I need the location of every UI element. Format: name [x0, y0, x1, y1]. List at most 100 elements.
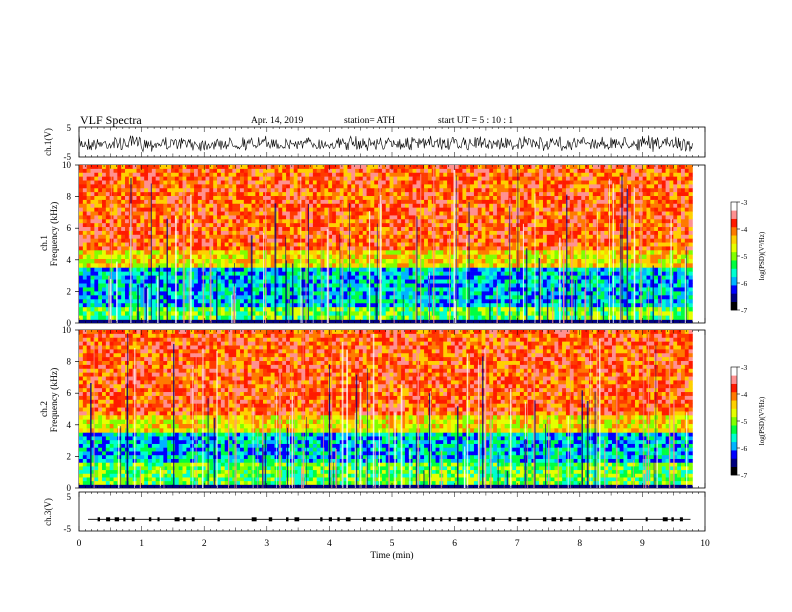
spec-cell-1-0	[627, 168, 632, 174]
spec-cell-1-0	[243, 242, 248, 247]
spec-cell-1-0	[385, 238, 390, 243]
spec-cell-1-2	[320, 271, 325, 276]
spec-cell-1-0	[600, 234, 605, 239]
spec-cell-1-0	[439, 188, 444, 193]
spec-cell-1-0	[631, 238, 636, 243]
spec-cell-1-0	[102, 246, 107, 251]
spec-cell-1-2	[588, 275, 594, 280]
spec-cell-1-0	[186, 172, 191, 177]
spec-cell-1-0	[171, 246, 176, 251]
spec-cell-1-1	[550, 250, 555, 255]
spec-cell-1-0	[562, 227, 567, 232]
spec-cell-1-0	[535, 165, 540, 170]
spec-cell-1-2	[496, 275, 502, 280]
spec-cell-1-1	[213, 263, 218, 268]
spec-cell-1-0	[661, 230, 666, 236]
spec-cell-1-0	[527, 223, 532, 228]
spec-cell-1-0	[297, 238, 302, 243]
spec-cell-1-0	[615, 176, 620, 181]
spec-cell-1-0	[631, 211, 636, 216]
spec-cell-1-0	[362, 211, 367, 216]
spec-cell-1-1	[205, 263, 210, 268]
spec-cell-1-0	[148, 246, 153, 251]
spec-cell-1-0	[358, 219, 364, 224]
spec-cell-1-0	[358, 215, 364, 220]
spec-cell-1-2	[485, 275, 490, 280]
spec-cell-1-0	[286, 168, 291, 174]
spec-cell-1-0	[251, 219, 256, 224]
spec-cell-1-2	[121, 279, 126, 284]
spec-cell-1-0	[458, 246, 463, 251]
spec-cell-1-2	[519, 275, 525, 280]
spec-cell-1-2	[351, 279, 356, 284]
spec-cell-1-0	[213, 196, 218, 201]
spec-cell-1-0	[324, 219, 329, 224]
spec-cell-1-0	[109, 203, 114, 208]
spec-cell-1-1	[389, 250, 394, 255]
spec-cell-1-0	[297, 176, 302, 181]
spec-cell-1-1	[665, 250, 670, 255]
spec-cell-1-0	[121, 242, 126, 247]
spec-cell-1-2	[615, 279, 620, 284]
spec-cell-1-0	[178, 199, 183, 205]
spec-cell-1-0	[608, 215, 613, 220]
spec-cell-1-0	[332, 230, 337, 236]
spec-cell-1-0	[217, 242, 222, 247]
spec-cell-1-0	[355, 242, 360, 247]
spec-cell-1-0	[512, 211, 517, 216]
spec-cell-1-0	[102, 180, 107, 185]
spec-cell-1-0	[362, 188, 367, 193]
spec-cell-1-0	[339, 203, 344, 208]
spec-cell-1-0	[121, 223, 126, 228]
spec-cell-1-2	[236, 283, 241, 288]
spec-cell-1-0	[332, 199, 337, 205]
spec-cell-1-0	[485, 234, 490, 239]
spec-cell-1-0	[86, 176, 91, 181]
spec-cell-1-0	[539, 234, 544, 239]
spec-cell-1-0	[270, 180, 275, 185]
spec-cell-1-0	[259, 180, 264, 185]
spec-cell-1-0	[86, 180, 91, 185]
spec-cell-1-0	[362, 184, 367, 189]
spec-cell-1-0	[500, 192, 505, 197]
spec-cell-1-0	[458, 207, 463, 212]
spec-cell-1-2	[186, 267, 191, 272]
spec-cell-1-2	[86, 271, 91, 276]
spec-cell-1-2	[485, 279, 490, 284]
spec-cell-1-0	[623, 165, 628, 170]
spec-cell-1-2	[512, 267, 517, 272]
spec-cell-1-0	[374, 176, 379, 181]
spec-cell-1-0	[389, 184, 394, 189]
spec-cell-1-0	[631, 230, 636, 236]
spec-cell-1-0	[132, 219, 137, 224]
spec-cell-1-0	[228, 219, 233, 224]
spec-cell-1-0	[247, 199, 252, 205]
spec-cell-1-0	[424, 246, 429, 251]
spec-cell-1-2	[519, 283, 525, 288]
spec-cell-1-0	[381, 172, 387, 177]
spec-cell-1-0	[217, 184, 222, 189]
spec-cell-1-0	[546, 184, 551, 189]
spec-cell-1-0	[512, 196, 517, 201]
spec-cell-1-2	[588, 267, 594, 272]
spec-cell-1-0	[393, 211, 398, 216]
spec-cell-1-0	[270, 172, 275, 177]
spec-cell-1-1	[316, 263, 321, 268]
spec-cell-1-1	[673, 263, 678, 268]
spec-cell-1-0	[408, 230, 413, 236]
spec-cell-1-0	[677, 234, 682, 239]
spec-cell-1-1	[684, 250, 689, 255]
spec-cell-1-0	[90, 196, 95, 201]
spec-cell-1-0	[362, 234, 367, 239]
spec-cell-1-1	[309, 263, 314, 268]
spec-cell-1-2	[125, 279, 130, 284]
spec-cell-1-0	[546, 219, 551, 224]
spec-cell-1-0	[136, 242, 141, 247]
spec-cell-1-0	[585, 184, 590, 189]
spec-cell-1-0	[493, 227, 498, 232]
spec-cell-1-2	[274, 279, 279, 284]
spec-cell-1-0	[577, 230, 582, 236]
spec-cell-1-2	[174, 287, 179, 292]
spec-cell-1-0	[481, 180, 486, 185]
spec-cell-1-0	[646, 242, 651, 247]
